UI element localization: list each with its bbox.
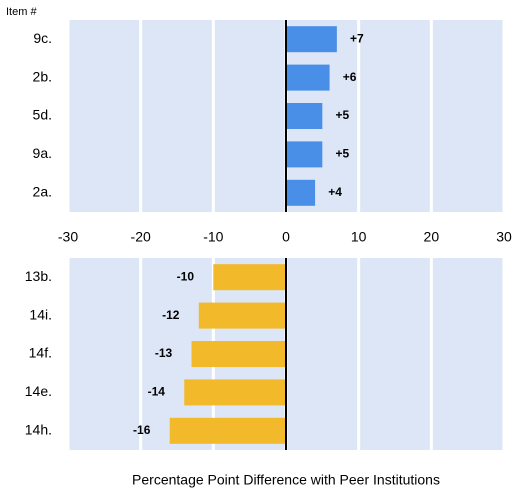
y-axis-label: Item #: [6, 6, 37, 18]
y-tick-label: 14h.: [25, 422, 52, 438]
y-tick-label: 13b.: [25, 268, 52, 284]
x-tick-label: 30: [496, 229, 512, 245]
value-label: +6: [343, 70, 357, 84]
bar: [169, 417, 286, 444]
x-tick-label: 10: [351, 229, 367, 245]
y-tick-label: 14e.: [25, 383, 52, 399]
bar: [198, 302, 286, 329]
bar: [286, 141, 323, 168]
bar: [184, 379, 286, 406]
value-label: +7: [350, 31, 364, 45]
value-label: +4: [328, 185, 342, 199]
x-tick-label: 20: [424, 229, 440, 245]
x-axis-label: Percentage Point Difference with Peer In…: [132, 472, 440, 488]
x-tick-label: -20: [131, 229, 151, 245]
value-label: -10: [177, 269, 195, 283]
value-label: -16: [133, 423, 151, 437]
x-tick-label: -30: [58, 229, 78, 245]
x-tick-label: -10: [203, 229, 223, 245]
bar: [286, 26, 337, 53]
bar: [191, 341, 286, 367]
y-tick-label: 9a.: [33, 145, 52, 161]
y-tick-label: 14i.: [29, 306, 52, 322]
x-tick-label: 0: [282, 229, 290, 245]
value-label: -12: [162, 308, 180, 322]
bar: [286, 103, 323, 129]
y-tick-label: 14f.: [29, 345, 52, 361]
bar: [286, 64, 330, 91]
value-label: +5: [335, 147, 349, 161]
value-label: -14: [148, 385, 166, 399]
value-label: -13: [155, 346, 173, 360]
y-tick-label: 2a.: [33, 184, 52, 200]
y-tick-label: 9c.: [33, 30, 52, 46]
y-tick-label: 5d.: [33, 107, 52, 123]
bar: [286, 179, 316, 206]
bar: [213, 264, 286, 291]
value-label: +5: [335, 108, 349, 122]
y-tick-label: 2b.: [33, 68, 52, 84]
